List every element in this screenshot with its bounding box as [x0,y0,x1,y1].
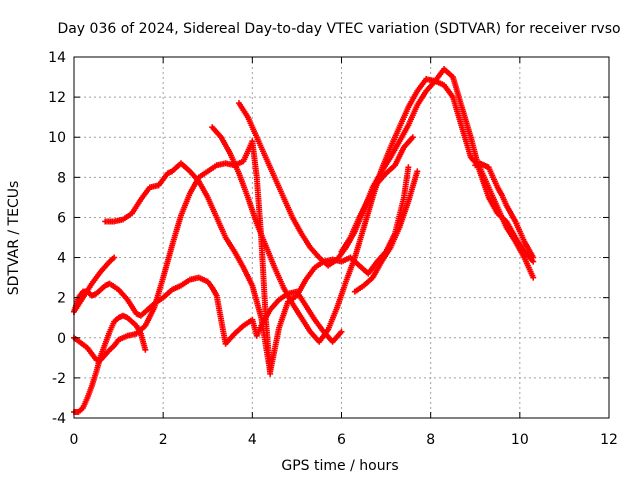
y-tick-label: 0 [57,331,66,347]
data-point [338,328,345,335]
axis-ticks: 0 2 4 6 8 10 12 -4 -2 0 2 4 6 8 10 12 14 [48,50,618,448]
y-tick-label: 12 [48,90,66,106]
series-track-3 [71,254,118,315]
x-tick-label: 4 [248,432,257,448]
series-track-9 [351,168,421,295]
y-tick-label: 8 [57,170,66,186]
y-tick-label: 4 [57,251,66,267]
y-tick-label: 2 [57,291,66,307]
y-tick-label: -4 [52,411,66,427]
x-tick-label: 6 [337,432,346,448]
data-point [530,254,537,261]
x-axis-label: GPS time / hours [281,458,398,474]
y-tick-label: 10 [48,130,66,146]
series-track-10 [338,134,416,255]
data-point [530,274,537,281]
y-tick-label: -2 [52,371,66,387]
data-point [414,168,421,175]
x-tick-label: 2 [159,432,168,448]
data-point [111,254,118,261]
x-tick-label: 8 [426,432,435,448]
chart-title: Day 036 of 2024, Sidereal Day-to-day VTE… [57,21,620,37]
grid-lines [74,57,609,418]
y-axis-label: SDTVAR / TECUs [6,181,22,296]
data-point [405,164,412,171]
x-tick-label: 0 [70,432,79,448]
y-tick-label: 14 [48,50,66,66]
x-tick-label: 12 [600,432,618,448]
data-series [71,66,537,415]
y-tick-label: 6 [57,210,66,226]
data-point [409,134,416,141]
x-tick-label: 10 [511,432,529,448]
series-track-8 [472,160,537,261]
series-track-4 [71,312,149,415]
data-point [142,346,149,353]
